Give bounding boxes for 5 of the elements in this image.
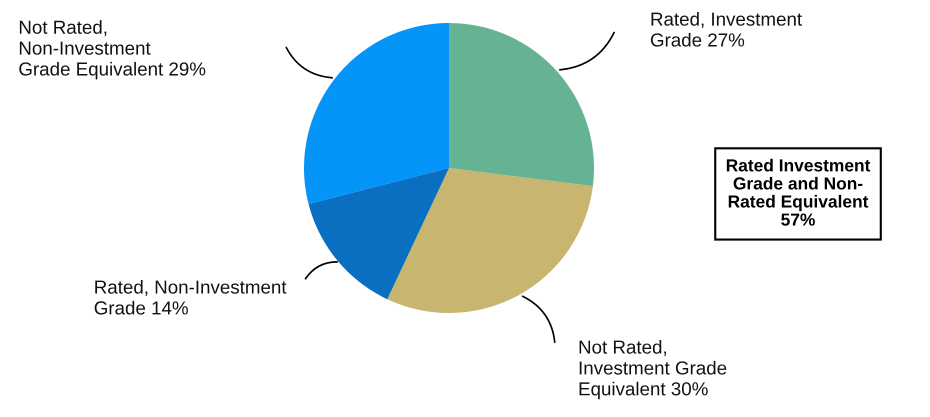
- slice-label: Not Rated, Non-Investment Grade Equivalent 29%: [19, 20, 206, 80]
- slice-label: Rated, Non-Investment Grade 14%: [94, 280, 286, 315]
- text: Rated Investment Grade and Non- Rated Equivalent 57%: [726, 158, 870, 226]
- slice-label: Rated, Investment Grade 27%: [650, 12, 802, 47]
- slice-label: Not Rated, Investment Grade Equivalent 30%: [580, 340, 726, 400]
